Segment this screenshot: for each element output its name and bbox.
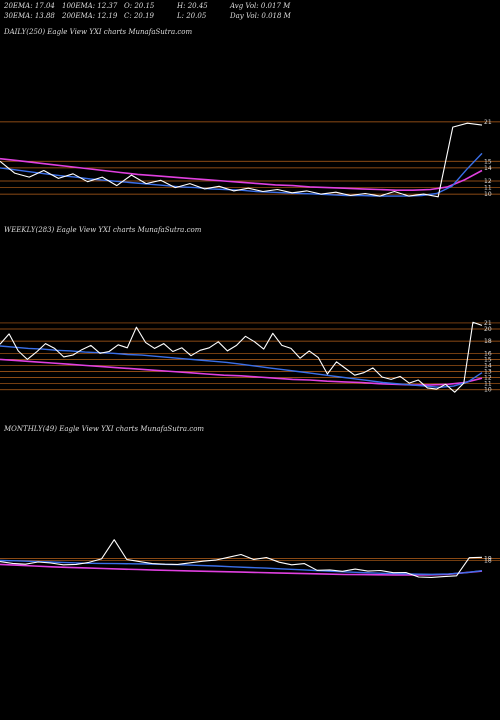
y-tick-label: 12 [484, 375, 492, 382]
high-value: H: 20.45 [177, 2, 208, 10]
price-line [0, 539, 483, 578]
ema-slow-line [0, 563, 483, 576]
ema-slow-line [0, 157, 483, 191]
y-tick-label: 19 [484, 555, 492, 562]
ema-fast-line [0, 559, 483, 575]
y-tick-label: 12 [484, 178, 492, 185]
day-vol-value: Day Vol: 0.018 M [230, 11, 291, 20]
low-value: L: 20.05 [177, 11, 207, 20]
y-tick-label: 11 [484, 185, 492, 192]
y-tick-label: 18 [484, 338, 492, 345]
y-tick-label: 21 [484, 320, 492, 327]
price-line [0, 321, 483, 393]
y-tick-label: 20 [484, 326, 492, 333]
y-tick-label: 21 [484, 119, 492, 126]
stats-row-1: 20EMA: 17.04 100EMA: 12.37 O: 20.15 H: 20.4… [4, 2, 291, 12]
y-tick-label: 14 [484, 362, 492, 369]
open-value: O: 20.15 [124, 2, 155, 10]
y-tick-label: 10 [484, 191, 492, 198]
close-value: C: 20.19 [124, 11, 154, 20]
stats-row-2: 30EMA: 13.88 200EMA: 12.19 C: 20.19 L: 20.0… [4, 12, 291, 22]
stats-header: 20EMA: 17.04 100EMA: 12.37 O: 20.15 H: 20.4… [4, 2, 291, 21]
y-tick-label: 15 [484, 158, 492, 165]
weekly-chart-title: WEEKLY(283) Eagle View YXI charts Munafa… [4, 226, 202, 234]
ema20-value: 20EMA: 17.04 [4, 2, 55, 10]
ema100-value: 100EMA: 12.37 [62, 2, 118, 10]
daily-chart-title: DAILY(250) Eagle View YXI charts MunafaS… [4, 28, 193, 36]
ema-fast-line [0, 345, 483, 389]
y-tick-label: 16 [484, 350, 492, 357]
y-tick-label: 10 [484, 387, 492, 394]
y-tick-label: 13 [484, 369, 492, 376]
ema200-value: 200EMA: 12.19 [62, 11, 118, 20]
y-tick-label: 14 [484, 165, 492, 172]
y-tick-label: 11 [484, 381, 492, 388]
price-line [0, 122, 483, 198]
ema-slow-line [0, 358, 483, 386]
avg-vol-value: Avg Vol: 0.017 M [230, 2, 291, 10]
monthly-chart-title: MONTHLY(49) Eagle View YXI charts Munafa… [4, 425, 205, 433]
y-tick-label: 18 [484, 557, 492, 564]
ema30-value: 30EMA: 13.88 [4, 11, 55, 20]
y-tick-label: 15 [484, 356, 492, 363]
